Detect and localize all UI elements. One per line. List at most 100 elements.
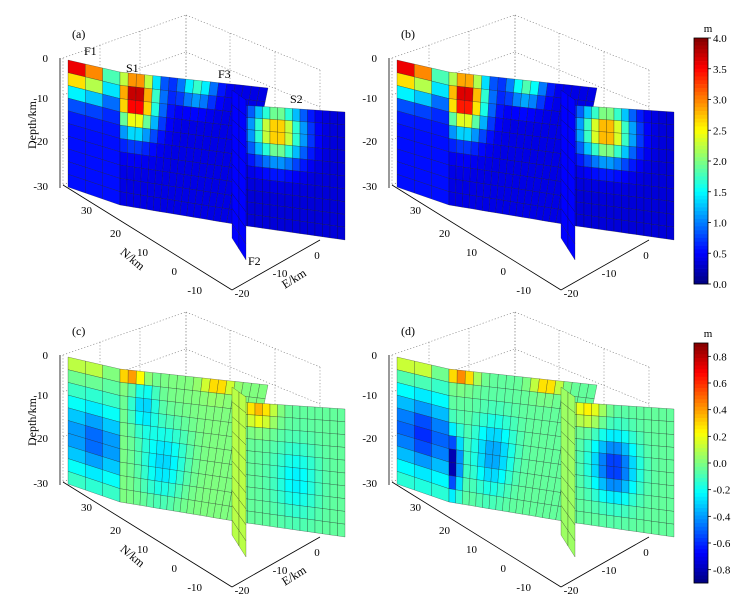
fault-patch (490, 171, 500, 187)
fault-patch (284, 132, 293, 146)
fault-patch (658, 123, 667, 138)
colorbar-swatch (694, 346, 708, 351)
colorbar-swatch (694, 164, 708, 169)
fault-patch (455, 165, 464, 181)
fault-patch (337, 433, 346, 448)
fault-patch (173, 415, 183, 431)
fault-patch (277, 441, 286, 455)
fault-patch (666, 213, 675, 228)
fault-patch (269, 501, 278, 516)
fault-patch (463, 127, 472, 142)
panel-label: (a) (72, 27, 85, 41)
fault-patch (476, 479, 485, 495)
fault-patch (284, 454, 293, 468)
colorbar-tick-label: 2.0 (713, 156, 727, 168)
fault-patch (606, 193, 615, 207)
z-tick-label: 0 (372, 53, 378, 65)
fault-patch (171, 428, 181, 444)
grid-line (185, 14, 321, 71)
fault-patch (464, 383, 474, 399)
fault-patch (643, 172, 652, 187)
fault-patch (175, 388, 185, 404)
fault-patch (613, 515, 622, 530)
fault-patch (337, 136, 346, 151)
fault-patch (119, 111, 128, 127)
fault-patch (156, 143, 165, 159)
fault-patch (643, 197, 652, 212)
fault-patch (307, 171, 316, 186)
fault-patch (292, 516, 301, 531)
fault-patch (292, 454, 301, 469)
fault-patch (658, 420, 667, 435)
fault-patch (269, 204, 278, 219)
fault-patch (471, 424, 480, 440)
colorbar-swatch (694, 45, 708, 50)
z-tick-label: -30 (362, 478, 377, 490)
colorbar-swatch (694, 176, 708, 181)
fault-patch (496, 90, 506, 106)
fault-patch (299, 455, 308, 470)
fault-patch (643, 469, 652, 484)
fault-patch (477, 155, 486, 171)
fault-patch (337, 510, 346, 525)
fault-patch (314, 507, 323, 522)
fault-patch (473, 371, 483, 387)
fault-patch (651, 211, 660, 226)
z-tick-label: 0 (43, 53, 49, 65)
fault-patch (448, 408, 457, 424)
fault-patch (299, 158, 308, 173)
fault-patch (119, 448, 128, 464)
colorbar-tick-label: 3.5 (713, 64, 727, 76)
colorbar-swatch (694, 207, 708, 212)
fault-patch (666, 124, 675, 138)
fault-patch (591, 191, 600, 205)
fault-patch (598, 464, 607, 479)
fault-patch (487, 103, 497, 118)
fault-patch (277, 514, 286, 529)
colorbar-swatch (694, 241, 708, 246)
fault-patch (470, 438, 479, 454)
fault-patch (651, 495, 660, 510)
fault-patch (147, 466, 156, 481)
fault-patch (456, 396, 465, 411)
fault-patch (144, 74, 154, 90)
fault-patch (472, 384, 482, 400)
fault-patch (598, 106, 607, 120)
z-tick-label: -20 (362, 136, 377, 148)
fault-patch (170, 145, 180, 161)
fault-patch (606, 441, 615, 455)
fault-patch (329, 445, 338, 460)
fault-patch (161, 468, 171, 484)
fault-patch (484, 453, 493, 469)
fault-patch (606, 144, 615, 158)
colorbar-swatch (694, 95, 708, 100)
fault-patch (119, 395, 129, 411)
fault-patch (456, 86, 466, 101)
fault-patch (613, 441, 622, 456)
fault-patch (463, 450, 472, 466)
fault-patch (485, 143, 494, 159)
y-tick-label: 0 (172, 266, 178, 278)
fault-patch (666, 226, 675, 241)
fault-patch (142, 114, 152, 130)
fault-patch (329, 199, 338, 214)
fault-patch (606, 416, 615, 430)
fault-patch (621, 207, 630, 222)
fault-patch (329, 522, 338, 537)
fault-patch (621, 467, 630, 481)
fault-patch (299, 196, 308, 210)
fault-patch (636, 468, 645, 483)
colorbar-swatch (694, 395, 708, 400)
fault-patch (513, 78, 524, 94)
fault-patch (307, 418, 316, 433)
fault-patch (576, 462, 585, 476)
fault-patch (606, 131, 615, 146)
fault-patch (613, 132, 622, 146)
fault-patch (292, 442, 301, 456)
fault-patch (292, 479, 301, 494)
fault-patch (470, 154, 479, 170)
fault-patch (636, 418, 645, 433)
colorbar-tick-label: 1.5 (713, 187, 727, 199)
colorbar-swatch (694, 184, 708, 189)
colorbar-swatch (694, 369, 708, 374)
